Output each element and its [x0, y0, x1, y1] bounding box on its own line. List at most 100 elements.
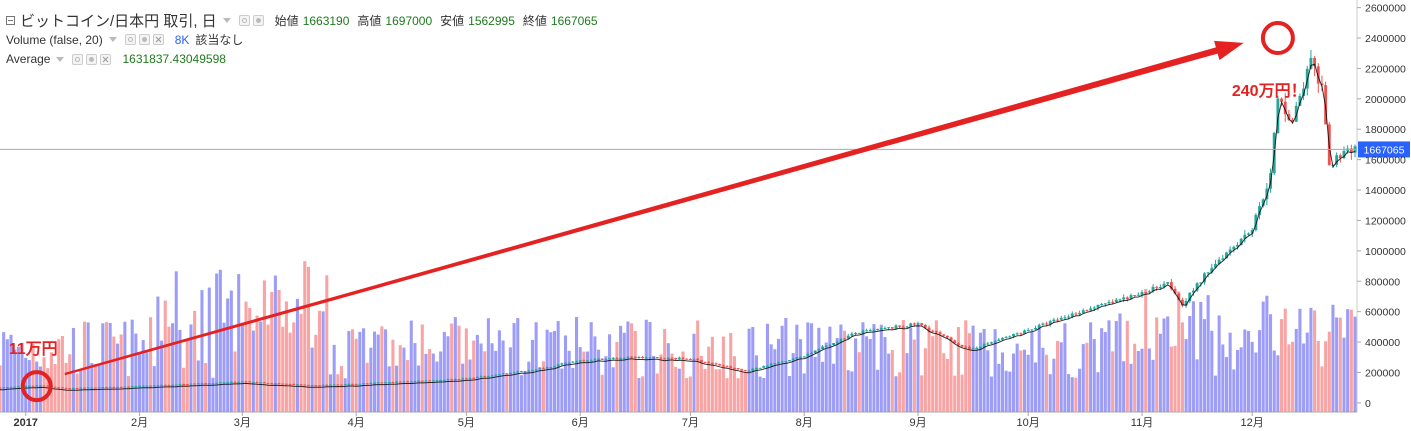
candle-body	[604, 358, 608, 360]
candle-body	[751, 368, 755, 371]
candle-body	[534, 369, 538, 371]
candle-body	[545, 367, 549, 369]
volume-menu-caret-icon[interactable]	[108, 37, 117, 42]
candle-body	[105, 387, 108, 389]
candle-body	[729, 366, 733, 368]
candle-body	[600, 358, 604, 360]
candle-body	[769, 363, 773, 366]
candle-body	[1012, 333, 1015, 337]
visibility-toggle-icon[interactable]	[238, 15, 250, 26]
average-visibility-icon[interactable]	[72, 53, 84, 65]
candle-body	[615, 357, 619, 359]
volume-bar	[1096, 372, 1100, 412]
candle-body	[174, 384, 178, 386]
volume-bar	[1122, 361, 1126, 412]
candle-body	[784, 361, 788, 363]
candle-body	[373, 382, 376, 384]
volume-bar	[189, 324, 193, 412]
volume-bar	[108, 322, 112, 412]
volume-bar	[1004, 370, 1008, 412]
candle-body	[75, 388, 79, 390]
settings-gear-icon[interactable]	[252, 15, 264, 26]
symbol-menu-caret-icon[interactable]	[222, 18, 231, 23]
candle-body	[663, 358, 667, 360]
volume-bar	[721, 336, 725, 412]
volume-bar	[306, 266, 310, 412]
candle-body	[1254, 214, 1258, 231]
volume-bar	[960, 374, 964, 412]
annotations: 11万円 240万円！	[9, 21, 1307, 403]
volume-bar	[677, 368, 681, 412]
candle-body	[549, 367, 553, 369]
candle-body	[648, 357, 652, 359]
volume-bar	[876, 369, 880, 412]
candle-body	[0, 387, 2, 389]
candle-body	[57, 387, 61, 389]
volume-bar	[384, 329, 388, 412]
volume-bar	[1173, 345, 1177, 412]
volume-bar	[387, 366, 391, 412]
candle-body	[788, 360, 791, 362]
candle-body	[332, 384, 336, 386]
volume-bar	[982, 328, 986, 412]
candle-body	[94, 387, 97, 389]
volume-bar	[1287, 344, 1291, 412]
volume-bar	[130, 319, 134, 412]
volume-bar	[145, 352, 149, 412]
volume-bar	[571, 367, 575, 412]
volume-visibility-icon[interactable]	[124, 34, 136, 45]
candle-body	[707, 362, 711, 364]
volume-bar	[927, 330, 931, 412]
candle-body	[997, 339, 1001, 342]
candle-body	[259, 382, 263, 384]
volume-bar	[160, 340, 164, 412]
candle-body	[64, 387, 68, 389]
volume-bar	[1294, 328, 1298, 412]
volume-bar	[468, 359, 472, 412]
volume-bar	[101, 323, 105, 412]
average-settings-icon[interactable]	[86, 53, 98, 65]
volume-bar	[879, 324, 883, 412]
y-tick-label: 2600000	[1365, 3, 1406, 15]
volume-bar	[832, 363, 836, 412]
candle-body	[273, 383, 277, 385]
volume-bar	[519, 375, 523, 412]
candle-body	[35, 385, 39, 387]
candle-body	[461, 378, 465, 380]
volume-bar	[57, 339, 61, 412]
candle-body	[949, 337, 953, 341]
volume-bar	[556, 321, 560, 412]
collapse-icon[interactable]	[6, 16, 15, 25]
candle-body	[182, 384, 186, 386]
volume-bar	[975, 347, 979, 412]
average-menu-caret-icon[interactable]	[56, 56, 65, 62]
y-axis-ticks: 0 200000 400000 600000 800000 1000000 1200000 1…	[1357, 3, 1406, 410]
candle-body	[46, 385, 50, 387]
volume-remove-icon[interactable]	[152, 34, 164, 45]
volume-bar	[215, 273, 219, 412]
x-tick-label: 12月	[1241, 417, 1264, 429]
volume-bar	[1045, 354, 1049, 412]
volume-settings-icon[interactable]	[138, 34, 150, 45]
volume-bar	[200, 290, 204, 412]
candle-body	[1118, 299, 1122, 301]
candle-body	[1338, 155, 1342, 158]
volume-bar	[391, 339, 395, 412]
volume-bar	[1166, 316, 1170, 412]
candle-body	[336, 384, 340, 386]
candle-body	[1195, 283, 1199, 291]
volume-bar	[552, 330, 557, 412]
candle-body	[83, 387, 86, 389]
volume-bar	[806, 322, 810, 412]
candle-body	[916, 323, 920, 325]
candle-body	[1078, 312, 1082, 315]
candle-body	[1067, 316, 1071, 318]
volume-bar	[585, 351, 590, 412]
volume-bar	[993, 329, 997, 412]
candle-body	[149, 385, 152, 387]
peak-price-circle	[1260, 21, 1295, 56]
candle-body	[986, 343, 990, 345]
average-remove-icon[interactable]	[100, 53, 112, 65]
candle-body	[589, 360, 593, 362]
